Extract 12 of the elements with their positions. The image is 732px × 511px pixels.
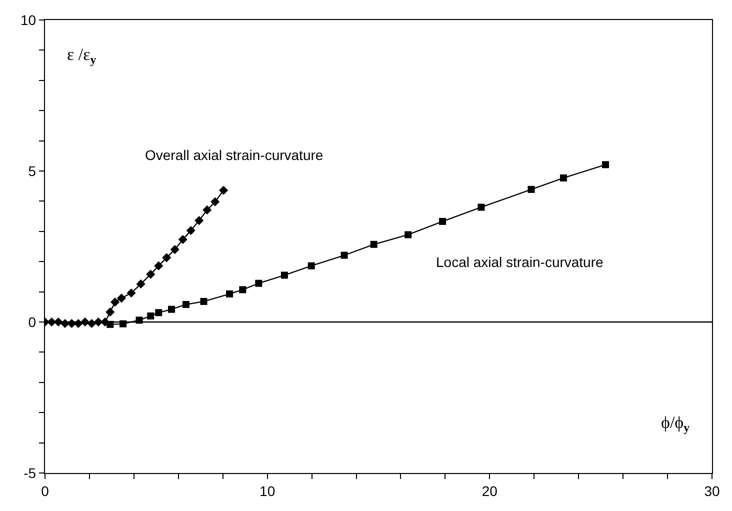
- x-tick-label: 0: [41, 482, 50, 499]
- text: Local axial strain-curvature: [436, 254, 604, 270]
- x-axis-title: ϕ/ϕ$_{y}$: [661, 413, 690, 435]
- y-tick-label: -5: [24, 464, 36, 481]
- y-axis-title: ε /ε$_{y}$: [67, 45, 96, 67]
- x-tick-label: 10: [260, 482, 276, 499]
- y-tick-label: 5: [28, 162, 36, 179]
- x-tick-label: 30: [704, 482, 720, 499]
- x-tick-label: 20: [482, 482, 498, 499]
- text: Overall axial strain-curvature: [145, 147, 324, 163]
- y-tick-label: 10: [20, 12, 36, 28]
- y-tick-label: 0: [28, 314, 36, 330]
